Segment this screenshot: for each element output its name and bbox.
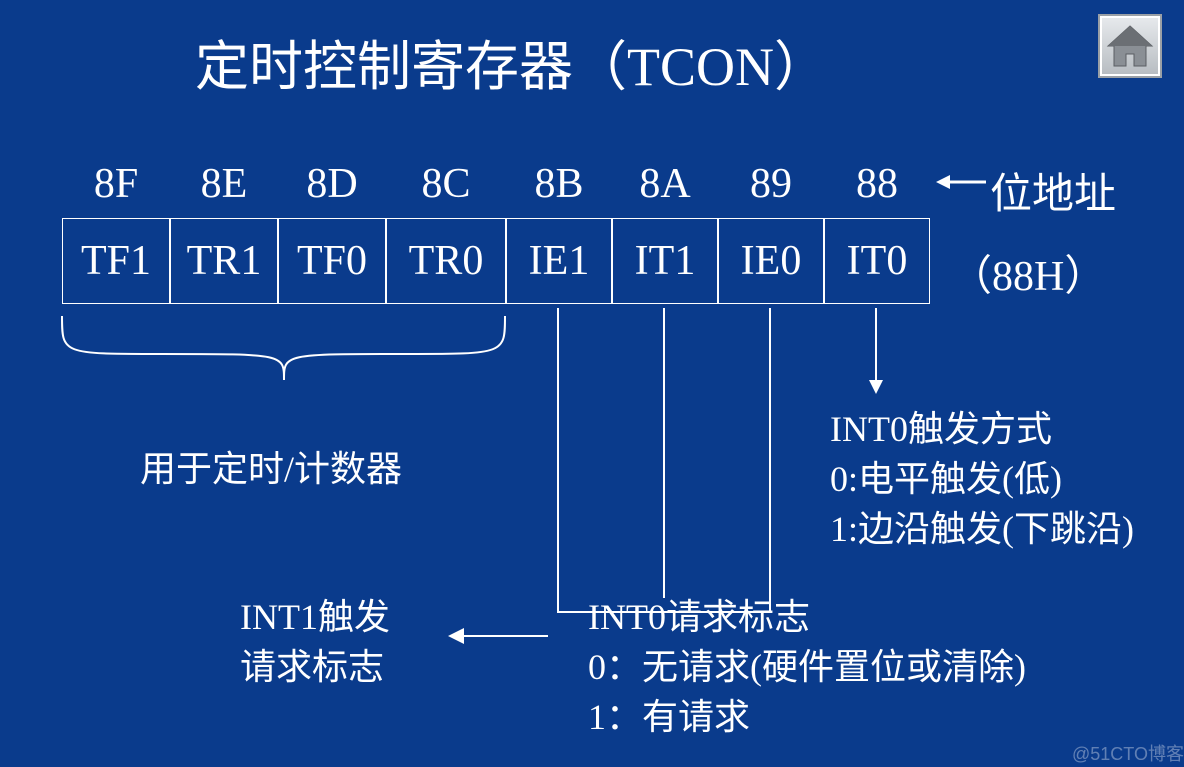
it0-desc-line: 1:边沿触发(下跳沿) [830,500,1134,552]
int1-desc-line: INT1触发 [240,588,390,640]
it0-desc-line: INT0触发方式 [830,400,1052,452]
ie0-desc-line: INT0请求标志 [588,588,810,640]
arrow-to-int1-icon [448,624,548,648]
watermark-label: @51CTO博客 [1072,740,1184,766]
ie0-desc-line: 1：有请求 [588,688,750,740]
int1-desc-line: 请求标志 [240,638,384,690]
ie0-desc-line: 0：无请求(硬件置位或清除) [588,638,1026,690]
it0-desc-line: 0:电平触发(低) [830,450,1062,502]
